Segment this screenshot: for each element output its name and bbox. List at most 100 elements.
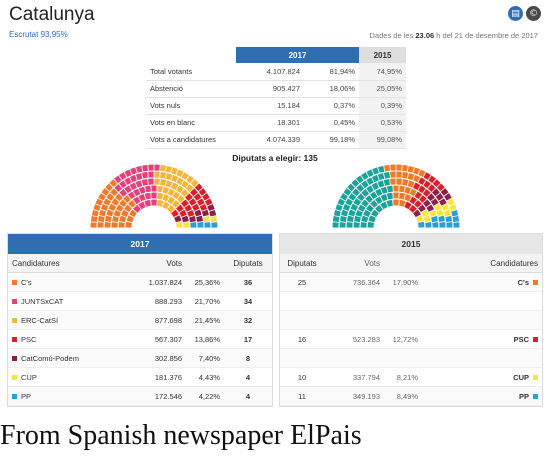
header-votes: Vots: [166, 258, 182, 268]
seat: [129, 182, 137, 191]
seat: [404, 186, 412, 194]
seat: [360, 221, 367, 228]
summary-pct-2015: 0,53%: [359, 114, 406, 132]
seat: [165, 165, 172, 173]
copyright-icon[interactable]: ©: [526, 6, 541, 21]
seat: [91, 210, 99, 217]
seat: [90, 216, 98, 222]
seat: [160, 164, 166, 172]
seat: [101, 188, 110, 196]
seat: [432, 222, 439, 228]
seat: [418, 185, 426, 194]
table-row[interactable]: 10 337.794 8,21% CUP: [280, 368, 542, 387]
seat: [138, 186, 146, 194]
seat: [144, 192, 151, 200]
seat: [154, 164, 160, 171]
table-row[interactable]: 25 736.364 17,90% C's: [280, 273, 542, 292]
seat: [138, 194, 146, 202]
seat: [114, 184, 123, 192]
table-row[interactable]: PP 172.546 4,22% 4: [8, 387, 272, 406]
seat: [418, 204, 426, 213]
table-row[interactable]: ERC-CatSí 877.698 21,45% 32: [8, 311, 272, 330]
seat: [396, 171, 402, 178]
table-row[interactable]: CatComú-Podem 302.856 7,40% 8: [8, 349, 272, 368]
seat: [427, 184, 436, 192]
results-table-2017: 2017 Candidatures Vots Diputats C's 1.037…: [7, 233, 273, 407]
party-color-swatch: [12, 355, 17, 361]
seat: [133, 188, 141, 197]
party-seats: 36: [243, 277, 253, 287]
seat: [188, 198, 197, 206]
seat: [453, 222, 460, 228]
seat: [417, 221, 425, 228]
seat: [141, 179, 148, 186]
seat: [97, 222, 104, 228]
summary-label: Vots en blanc: [146, 114, 236, 132]
seat: [352, 188, 360, 197]
table-row[interactable]: C's 1.037.824 25,36% 36: [8, 273, 272, 292]
seat: [414, 200, 422, 208]
seat: [154, 178, 160, 185]
seat: [426, 204, 435, 212]
seat: [129, 174, 137, 183]
party-votes: 349.193: [352, 391, 380, 401]
party-name: PSC: [513, 334, 529, 344]
seat: [390, 178, 396, 185]
table-row[interactable]: JUNTSxCAT 888.293 21,70% 34: [8, 292, 272, 311]
seat: [181, 199, 189, 208]
seat: [211, 222, 218, 228]
seat: [418, 169, 426, 178]
party-seats: 17: [243, 334, 253, 344]
party-name: C's: [517, 277, 529, 287]
seat: [105, 183, 114, 192]
seat: [167, 188, 175, 197]
summary-year-2017: 2017: [236, 47, 359, 63]
seat: [402, 179, 409, 186]
seat: [443, 209, 451, 217]
party-pct: 8,21%: [396, 372, 418, 382]
party-pct: 25,36%: [194, 277, 220, 287]
seat: [345, 198, 353, 206]
seat: [151, 185, 157, 192]
table-row[interactable]: [280, 292, 542, 311]
party-name: CatComú-Podem: [21, 353, 79, 363]
seat: [157, 185, 164, 193]
summary-label: Total votants: [146, 63, 236, 81]
table-row[interactable]: [280, 349, 542, 368]
seat: [396, 164, 402, 171]
table-row[interactable]: [280, 311, 542, 330]
seat: [174, 215, 182, 223]
seat: [367, 221, 375, 228]
seat: [197, 222, 204, 228]
update-timestamp: Dades de les 23.06 h del 21 de desembre …: [370, 31, 538, 40]
seat: [351, 179, 360, 188]
table-row[interactable]: 11 349.193 8,49% PP: [280, 387, 542, 406]
table-row[interactable]: 16 523.283 12,72% PSC: [280, 330, 542, 349]
party-color-swatch: [12, 393, 17, 399]
seat: [167, 204, 175, 213]
seat: [106, 209, 114, 217]
seat: [181, 180, 189, 189]
seat: [399, 199, 406, 207]
seat: [399, 185, 406, 193]
seat: [361, 189, 370, 197]
page-title: Catalunya: [9, 4, 95, 25]
table-row[interactable]: PSC 567.307 13,86% 17: [8, 330, 272, 349]
seat: [390, 164, 396, 171]
seat: [119, 215, 127, 223]
ballot-icon[interactable]: ▤: [508, 6, 523, 21]
party-votes: 523.283: [352, 334, 380, 344]
turnout-summary-table: 2017 2015 Total votants 4.107.824 81,94% 74…: [146, 47, 406, 149]
seat: [354, 215, 361, 223]
seat: [185, 184, 194, 192]
seat: [151, 199, 157, 206]
seat: [409, 204, 417, 213]
results-2015-band: 2015: [280, 234, 542, 254]
seat: [97, 215, 105, 222]
seat: [148, 178, 154, 185]
table-row[interactable]: CUP 181.376 4,43% 4: [8, 368, 272, 387]
seat: [177, 195, 185, 203]
seat: [423, 199, 431, 208]
results-table-2015: 2015 Diputats Vots Candidatures 25 736.36…: [279, 233, 543, 407]
seat: [446, 222, 453, 228]
